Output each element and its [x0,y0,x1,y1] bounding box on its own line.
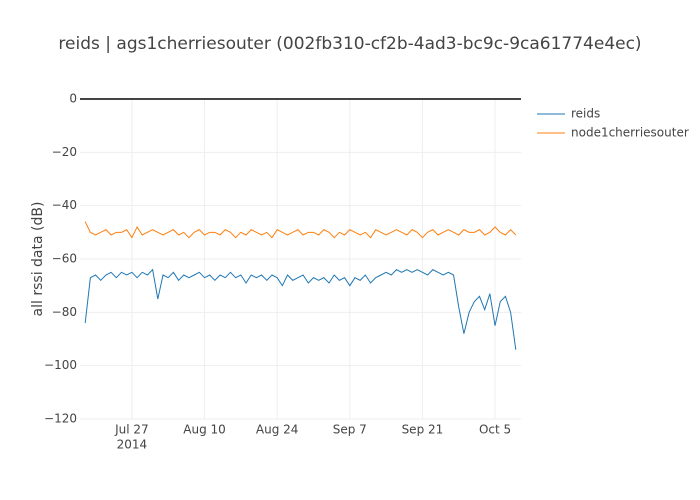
x-tick-label: Aug 24 [256,423,299,437]
chart-title: reids | ags1cherriesouter (002fb310-cf2b… [58,34,641,54]
y-tick-label: −20 [52,145,77,159]
legend-label: node1cherriesouter [571,126,689,140]
data-line [84,221,517,239]
y-tick-label: 0 [69,92,77,106]
y-tick-label: −80 [52,305,77,319]
x-tick-label: Aug 10 [183,423,226,437]
y-tick-label: −120 [44,412,77,426]
x-tick-label: Sep 7 [333,423,367,437]
legend-label: reids [571,107,600,121]
x-tick-year: 2014 [117,438,148,452]
x-tick-label: Oct 5 [479,423,511,437]
x-tick-label: Jul 27 [114,423,149,437]
y-tick-label: −60 [52,252,77,266]
y-axis-label: all rssi data (dB) [30,202,46,317]
y-tick-label: −40 [52,198,77,212]
y-tick-label: −100 [44,358,77,372]
x-tick-label: Sep 21 [402,423,444,437]
data-line [84,268,517,350]
